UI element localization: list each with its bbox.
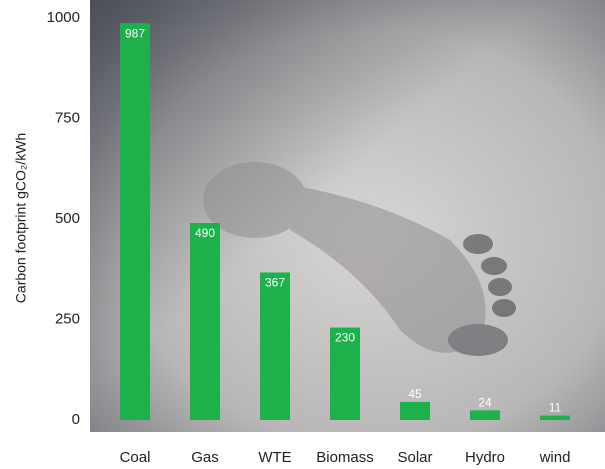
- value-label: 45: [408, 387, 422, 401]
- bar: [120, 23, 150, 420]
- x-tick-label: WTE: [258, 449, 291, 466]
- y-tick-label: 0: [72, 411, 80, 428]
- x-tick-label: Coal: [120, 449, 151, 466]
- bar: [260, 272, 290, 420]
- bar: [330, 327, 360, 420]
- y-tick-label: 1000: [47, 9, 80, 26]
- value-label: 230: [335, 331, 355, 345]
- bar: [190, 223, 220, 420]
- y-tick-label: 250: [55, 310, 80, 327]
- value-label: 24: [478, 396, 492, 410]
- x-tick-label: Gas: [191, 449, 219, 466]
- value-label: 987: [125, 26, 145, 40]
- x-tick-label: Biomass: [316, 449, 374, 466]
- background-photo: [90, 0, 605, 432]
- value-label: 490: [195, 226, 215, 240]
- value-label: 367: [265, 276, 285, 290]
- x-tick-label: Hydro: [465, 449, 505, 466]
- y-tick-label: 500: [55, 210, 80, 227]
- x-tick-label: Solar: [397, 449, 432, 466]
- y-tick-label: 750: [55, 109, 80, 126]
- value-label: 11: [549, 401, 562, 415]
- bar: [540, 415, 570, 420]
- bar: [400, 401, 430, 420]
- y-axis-label: Carbon footprint gCO₂/kWh: [13, 133, 29, 303]
- x-tick-label: wind: [539, 449, 571, 466]
- bar: [470, 410, 500, 420]
